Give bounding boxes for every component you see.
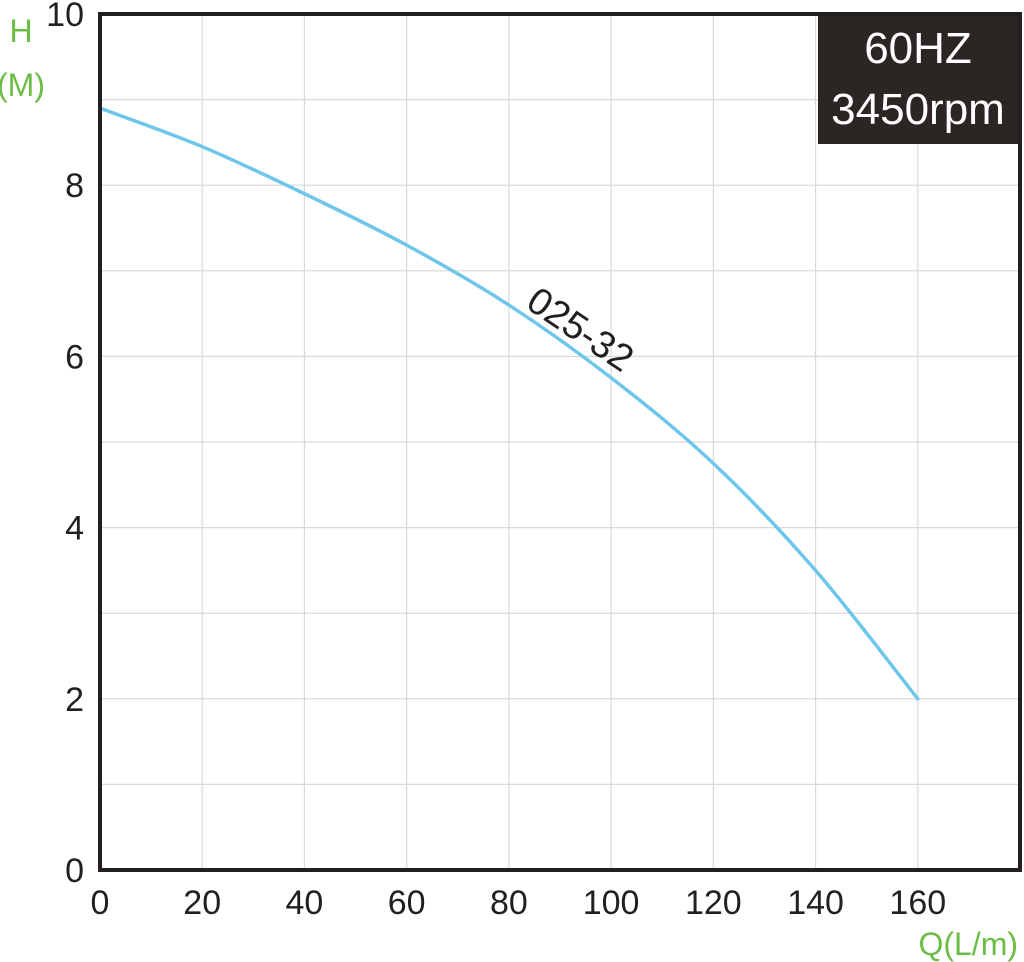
x-tick-label: 160 bbox=[889, 884, 946, 922]
x-tick-label: 60 bbox=[388, 884, 426, 922]
x-tick-label: 120 bbox=[685, 884, 742, 922]
speed-badge-rpm: 3450rpm bbox=[831, 85, 1005, 134]
x-tick-label: 80 bbox=[490, 884, 528, 922]
x-axis-unit: Q(L/m) bbox=[918, 926, 1018, 962]
y-tick-label: 8 bbox=[65, 167, 84, 205]
x-tick-label: 20 bbox=[183, 884, 221, 922]
y-tick-label: 4 bbox=[65, 510, 84, 548]
y-axis-unit-line-2: (M) bbox=[0, 67, 45, 103]
y-tick-label: 6 bbox=[65, 338, 84, 376]
x-tick-label: 100 bbox=[583, 884, 640, 922]
speed-badge-frequency: 60HZ bbox=[864, 24, 972, 73]
y-axis-unit-line-1: H bbox=[9, 13, 32, 49]
x-tick-label: 40 bbox=[286, 884, 324, 922]
grid-lines bbox=[100, 14, 1020, 870]
y-tick-labels: 0 2 4 6 8 10 bbox=[46, 0, 84, 890]
curve-layer bbox=[98, 106, 920, 701]
curve-label: 025-32 bbox=[519, 280, 641, 381]
y-tick-label: 0 bbox=[65, 852, 84, 890]
x-tick-label: 0 bbox=[91, 884, 110, 922]
speed-badge-background bbox=[818, 16, 1018, 144]
y-tick-label: 2 bbox=[65, 681, 84, 719]
plot-frame bbox=[98, 12, 1022, 872]
series-line-025-32 bbox=[98, 106, 920, 701]
x-tick-labels: 0 20 40 60 80 100 120 140 160 bbox=[91, 884, 947, 922]
speed-badge: 60HZ 3450rpm bbox=[818, 16, 1018, 144]
x-tick-label: 140 bbox=[787, 884, 844, 922]
y-tick-label: 10 bbox=[46, 0, 84, 34]
